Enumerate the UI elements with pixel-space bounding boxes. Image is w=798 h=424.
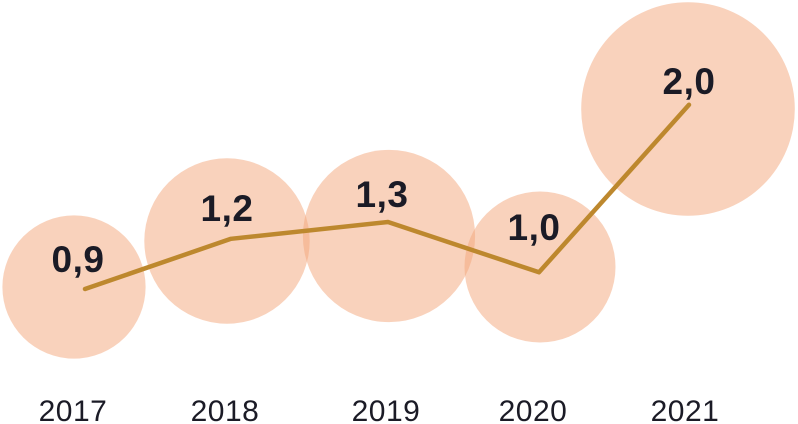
axis-label-2018: 2018 [191,395,260,424]
trend-line [82,102,692,292]
axis-label-2021: 2021 [651,395,720,424]
value-label-2020: 1,0 [508,207,561,248]
value-label-2019: 1,3 [356,174,409,215]
axis-label-2017: 2017 [39,395,108,424]
bubble-2019 [302,149,476,323]
value-labels: 0,9 1,2 1,3 1,0 2,0 [52,61,716,280]
trend-line-group [82,102,692,292]
axis-label-2019: 2019 [352,395,421,424]
axis-label-2020: 2020 [499,395,568,424]
value-label-2018: 1,2 [201,188,254,229]
bubble-group [2,2,795,359]
value-label-2017: 0,9 [52,239,105,280]
year-labels: 2017 2018 2019 2020 2021 [39,395,720,424]
bubble-2017 [2,215,146,359]
value-label-2021: 2,0 [663,61,716,102]
